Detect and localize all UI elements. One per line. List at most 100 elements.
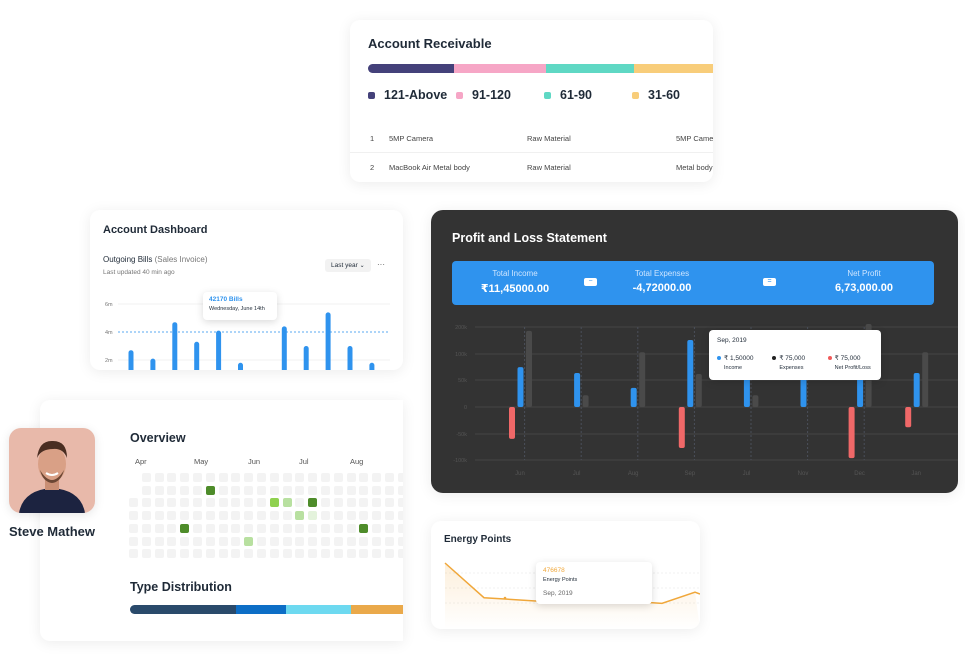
activity-cell[interactable] — [154, 549, 164, 559]
activity-cell[interactable] — [385, 498, 394, 508]
activity-cell[interactable] — [269, 473, 279, 482]
activity-cell[interactable] — [231, 536, 241, 546]
activity-cell[interactable] — [397, 485, 403, 495]
activity-cell[interactable] — [385, 549, 394, 559]
activity-cell[interactable] — [257, 473, 266, 482]
activity-cell[interactable] — [308, 511, 318, 521]
activity-cell[interactable] — [218, 536, 228, 546]
activity-cell[interactable] — [346, 511, 356, 521]
activity-cell[interactable] — [308, 485, 318, 495]
activity-cell[interactable] — [167, 485, 177, 495]
activity-cell[interactable] — [167, 473, 177, 482]
activity-cell[interactable] — [205, 485, 215, 495]
activity-cell[interactable] — [141, 536, 151, 546]
activity-cell[interactable] — [231, 485, 241, 495]
table-row[interactable]: 1 5MP Camera Raw Material 5MP Camera — [350, 124, 713, 153]
activity-cell[interactable] — [372, 511, 382, 521]
activity-cell[interactable] — [346, 473, 356, 482]
net-profit-loss-bar[interactable] — [905, 407, 912, 428]
activity-cell[interactable] — [372, 485, 382, 495]
activity-cell[interactable] — [385, 523, 394, 533]
activity-cell[interactable] — [333, 523, 343, 533]
activity-cell[interactable] — [244, 511, 254, 521]
activity-cell[interactable] — [321, 485, 330, 495]
range-dropdown[interactable]: Last year ⌄ — [325, 259, 371, 272]
activity-cell[interactable] — [180, 498, 190, 508]
activity-cell[interactable] — [193, 536, 202, 546]
activity-cell[interactable] — [295, 473, 305, 482]
activity-cell[interactable] — [180, 536, 190, 546]
activity-cell[interactable] — [244, 523, 254, 533]
expenses-bar[interactable] — [752, 395, 759, 407]
activity-cell[interactable] — [321, 536, 330, 546]
activity-cell[interactable] — [205, 536, 215, 546]
activity-cell[interactable] — [257, 536, 266, 546]
activity-cell[interactable] — [359, 498, 369, 508]
activity-cell[interactable] — [205, 549, 215, 559]
income-bar[interactable] — [800, 375, 807, 407]
activity-cell[interactable] — [359, 536, 369, 546]
activity-cell[interactable] — [359, 549, 369, 559]
activity-cell[interactable] — [129, 549, 138, 559]
activity-cell[interactable] — [333, 511, 343, 521]
activity-cell[interactable] — [154, 511, 164, 521]
activity-cell[interactable] — [321, 498, 330, 508]
activity-cell[interactable] — [167, 536, 177, 546]
activity-cell[interactable] — [295, 536, 305, 546]
activity-cell[interactable] — [257, 511, 266, 521]
income-bar[interactable] — [517, 367, 524, 407]
activity-cell[interactable] — [346, 536, 356, 546]
activity-cell[interactable] — [231, 473, 241, 482]
activity-cell[interactable] — [257, 549, 266, 559]
activity-cell[interactable] — [385, 473, 394, 482]
bill-bar[interactable] — [303, 346, 309, 370]
activity-cell[interactable] — [308, 498, 318, 508]
activity-cell[interactable] — [218, 511, 228, 521]
activity-cell[interactable] — [218, 549, 228, 559]
activity-cell[interactable] — [257, 498, 266, 508]
activity-cell[interactable] — [321, 473, 330, 482]
activity-cell[interactable] — [308, 523, 318, 533]
activity-cell[interactable] — [167, 511, 177, 521]
activity-cell[interactable] — [397, 536, 403, 546]
activity-cell[interactable] — [397, 498, 403, 508]
bill-bar[interactable] — [325, 312, 331, 370]
income-bar[interactable] — [630, 387, 637, 407]
income-bar[interactable] — [687, 339, 694, 407]
activity-cell[interactable] — [397, 549, 403, 559]
bill-bar[interactable] — [172, 322, 178, 370]
activity-cell[interactable] — [295, 498, 305, 508]
activity-cell[interactable] — [359, 523, 369, 533]
bill-bar[interactable] — [194, 341, 200, 370]
activity-cell[interactable] — [257, 485, 266, 495]
bill-bar[interactable] — [347, 346, 353, 370]
activity-cell[interactable] — [333, 473, 343, 482]
activity-cell[interactable] — [333, 498, 343, 508]
activity-cell[interactable] — [269, 498, 279, 508]
expenses-bar[interactable] — [526, 330, 532, 407]
activity-cell[interactable] — [205, 498, 215, 508]
activity-cell[interactable] — [269, 549, 279, 559]
activity-cell[interactable] — [193, 473, 202, 482]
activity-cell[interactable] — [218, 523, 228, 533]
activity-cell[interactable] — [205, 523, 215, 533]
activity-cell[interactable] — [244, 536, 254, 546]
activity-cell[interactable] — [193, 511, 202, 521]
activity-cell[interactable] — [269, 536, 279, 546]
activity-cell[interactable] — [269, 511, 279, 521]
activity-cell[interactable] — [180, 549, 190, 559]
activity-cell[interactable] — [282, 511, 292, 521]
expenses-bar[interactable] — [695, 374, 702, 407]
activity-cell[interactable] — [257, 523, 266, 533]
bill-bar[interactable] — [150, 358, 156, 370]
income-bar[interactable] — [743, 375, 750, 407]
activity-cell[interactable] — [193, 485, 202, 495]
activity-cell[interactable] — [141, 523, 151, 533]
activity-cell[interactable] — [205, 511, 215, 521]
activity-cell[interactable] — [180, 511, 190, 521]
activity-cell[interactable] — [333, 485, 343, 495]
activity-cell[interactable] — [321, 523, 330, 533]
expenses-bar[interactable] — [922, 352, 929, 407]
activity-cell[interactable] — [141, 485, 151, 495]
activity-cell[interactable] — [244, 498, 254, 508]
